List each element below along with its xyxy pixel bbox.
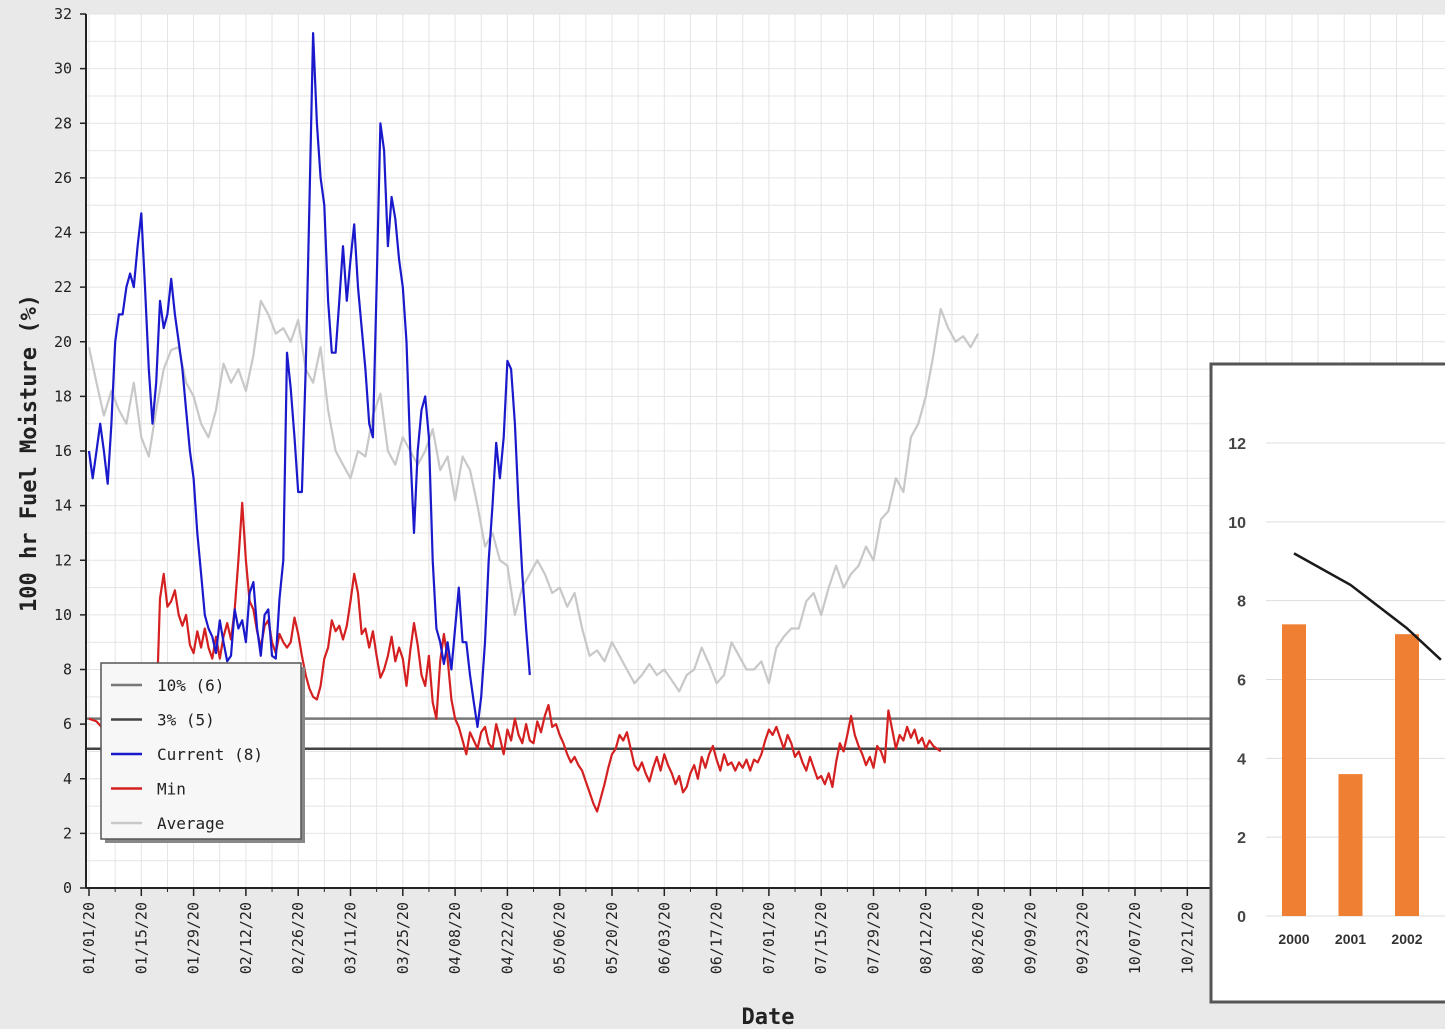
inset-y-tick-label: 6	[1237, 673, 1246, 690]
x-tick-label: 07/29/20	[865, 902, 883, 974]
x-tick-label: 06/17/20	[708, 902, 726, 974]
minor-grid	[86, 13, 1445, 889]
y-tick-label: 26	[54, 169, 72, 187]
y-tick-label: 22	[54, 278, 72, 296]
legend-label: 10% (6)	[157, 676, 224, 695]
x-tick-label: 05/06/20	[551, 902, 569, 974]
x-axis-label: Date	[742, 1005, 795, 1029]
x-tick-label: 06/03/20	[655, 902, 673, 974]
legend: 10% (6) 3% (5) Current (8) Min Average	[100, 662, 305, 843]
y-tick-label: 28	[54, 114, 72, 132]
series-lines	[87, 32, 980, 813]
x-tick-label: 09/09/20	[1021, 902, 1039, 974]
y-tick-label: 20	[54, 333, 72, 351]
inset-y-tick-label: 4	[1237, 751, 1246, 768]
inset-bar	[1338, 774, 1363, 916]
inset-x-tick-label: 2001	[1335, 931, 1366, 947]
inset-x-tick-label: 2000	[1278, 931, 1309, 947]
legend-label: Current (8)	[157, 745, 263, 764]
inset-bar	[1395, 634, 1419, 916]
inset-y-tick-label: 2	[1237, 830, 1246, 847]
y-tick-label: 24	[54, 224, 72, 242]
x-tick-label: 01/15/20	[132, 902, 150, 974]
x-tick-label: 03/25/20	[394, 902, 412, 974]
y-tick-label: 6	[63, 715, 72, 733]
x-axis-ticks: 01/01/20 01/15/20 01/29/20 02/12/20 02/26/20…	[80, 888, 1424, 974]
y-tick-label: 10	[54, 606, 72, 624]
inset-y-tick-label: 0	[1237, 909, 1246, 926]
y-tick-label: 12	[54, 551, 72, 569]
x-tick-label: 09/23/20	[1074, 902, 1092, 974]
legend-box	[100, 662, 302, 840]
y-tick-label: 14	[54, 497, 72, 515]
x-tick-label: 02/26/20	[289, 902, 307, 974]
y-tick-label: 16	[54, 442, 72, 460]
y-tick-label: 4	[63, 770, 72, 788]
inset-y-tick-label: 8	[1237, 594, 1246, 611]
y-tick-label: 18	[54, 387, 72, 405]
x-tick-label: 02/12/20	[237, 902, 255, 974]
y-tick-label: 8	[63, 661, 72, 679]
y-tick-label: 0	[63, 879, 72, 897]
x-tick-label: 07/01/20	[760, 902, 778, 974]
legend-label: 3% (5)	[157, 711, 215, 730]
inset-y-tick-label: 12	[1228, 436, 1246, 453]
y-tick-label: 2	[63, 824, 72, 842]
x-tick-label: 03/11/20	[342, 902, 360, 974]
x-tick-label: 08/12/20	[917, 902, 935, 974]
x-tick-label: 08/26/20	[969, 902, 987, 974]
y-tick-label: 30	[54, 60, 72, 78]
x-tick-label: 10/21/20	[1178, 902, 1196, 974]
inset-y-tick-label: 10	[1228, 515, 1246, 532]
x-tick-label: 05/20/20	[603, 902, 621, 974]
legend-label: Min	[157, 780, 186, 799]
y-tick-label: 32	[54, 5, 72, 23]
series-line-average	[87, 299, 980, 693]
x-tick-label: 10/07/20	[1126, 902, 1144, 974]
x-tick-label: 04/22/20	[498, 902, 516, 974]
x-tick-label: 07/15/20	[812, 902, 830, 974]
inset-trend-line	[1293, 552, 1442, 661]
legend-label: Average	[157, 814, 224, 833]
inset-bar-chart: 0 2 4 6 8 10 12 2000 2001 2002	[1209, 362, 1445, 1004]
inset-bar	[1282, 624, 1306, 916]
x-tick-label: 04/08/20	[446, 902, 464, 974]
x-tick-label: 01/29/20	[185, 902, 203, 974]
x-tick-label: 01/01/20	[80, 902, 98, 974]
series-line-current	[87, 32, 531, 728]
y-axis-label: 100 hr Fuel Moisture (%)	[17, 294, 42, 612]
inset-x-tick-label: 2002	[1391, 931, 1422, 947]
